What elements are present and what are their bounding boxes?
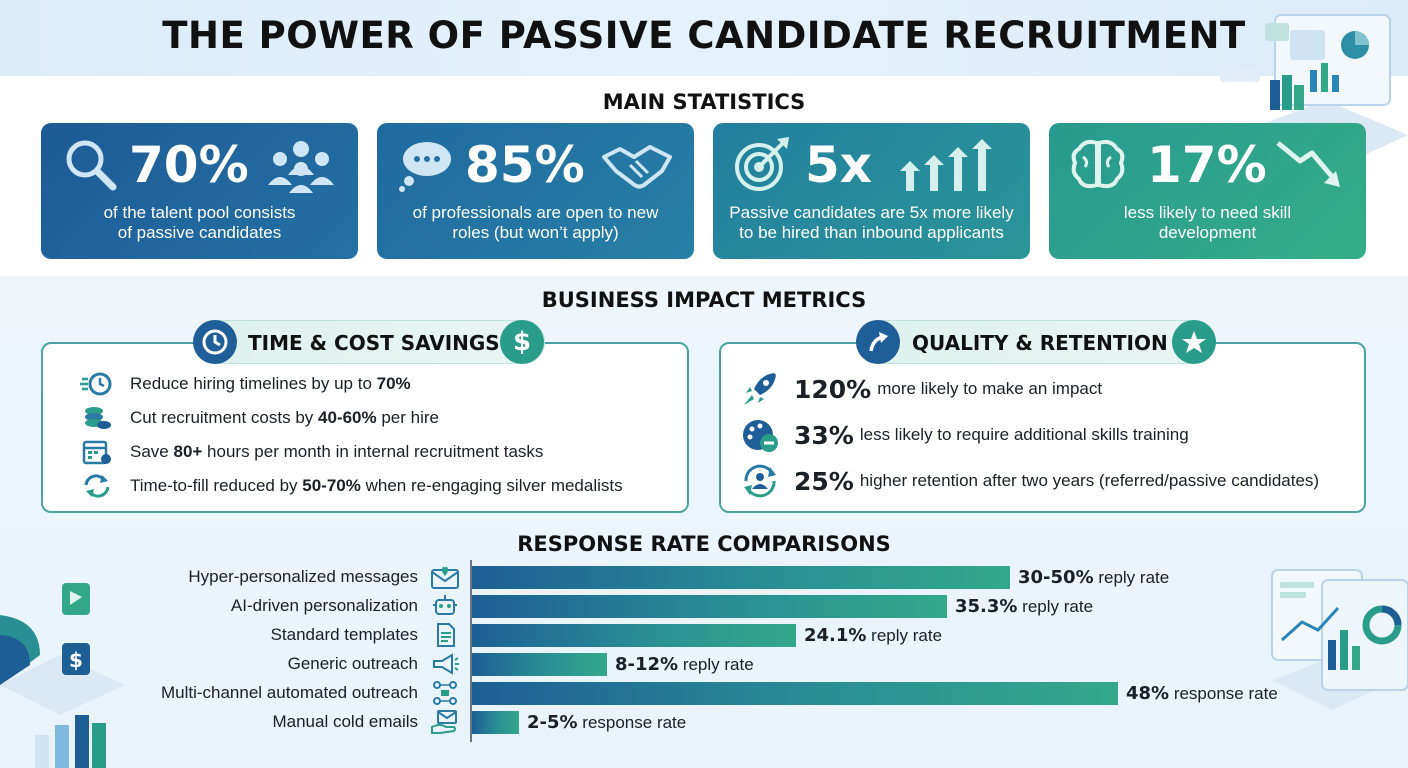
time-cost-item: Cut recruitment costs by 40-60% per hire xyxy=(80,404,439,432)
thought-bubble-icon xyxy=(399,142,451,192)
time-cost-pill xyxy=(195,320,545,364)
time-cost-label: TIME & COST SAVINGS xyxy=(248,331,500,355)
coin-stack-icon xyxy=(85,407,111,429)
rr-label: Manual cold emails xyxy=(272,712,418,731)
stat-card-open-professionals: 85% of professionals are open to new rol… xyxy=(377,123,694,259)
rr-bar xyxy=(472,566,1010,589)
rr-bar xyxy=(472,711,519,734)
stat-description: of the talent pool consists of passive c… xyxy=(103,203,296,242)
rr-value: 48% response rate xyxy=(1126,683,1278,704)
star-icon xyxy=(1172,320,1216,364)
rr-value: 35.3% reply rate xyxy=(955,596,1094,617)
quality-value: 25% xyxy=(794,466,854,496)
rr-label: Generic outreach xyxy=(287,654,418,673)
svg-text:$: $ xyxy=(69,648,83,672)
calendar-icon xyxy=(82,440,111,465)
quality-item: 25% higher retention after two years (re… xyxy=(740,461,1319,501)
people-group-icon xyxy=(268,141,334,193)
stat-card-talent-pool: 70% of the talent pool consists of passi… xyxy=(41,123,358,259)
main-statistics-heading: MAIN STATISTICS xyxy=(602,90,806,114)
quality-text: more likely to make an impact xyxy=(877,379,1103,398)
rising-arrows-icon xyxy=(900,139,992,191)
rr-value: 2-5% response rate xyxy=(527,712,687,733)
quality-text: less likely to require additional skills… xyxy=(859,425,1189,444)
hand-envelope-icon xyxy=(431,710,457,734)
stat-value: 85% xyxy=(465,136,585,194)
quality-value: 120% xyxy=(794,374,872,404)
time-cost-item: Time-to-fill reduced by 50-70% when re-e… xyxy=(80,472,623,500)
palette-minus-icon xyxy=(743,420,778,452)
fast-clock-icon xyxy=(80,372,112,396)
header-band xyxy=(0,0,1408,76)
rr-label: Hyper-personalized messages xyxy=(188,567,418,586)
stat-value: 17% xyxy=(1147,136,1267,194)
stat-description: Passive candidates are 5x more likely to… xyxy=(729,203,1014,242)
rr-value: 8-12% reply rate xyxy=(615,654,754,675)
time-cost-panel xyxy=(41,342,689,513)
brain-icon xyxy=(1071,139,1125,189)
magnifier-icon xyxy=(66,140,117,191)
rr-bar xyxy=(472,653,607,676)
quality-retention-panel xyxy=(719,342,1366,513)
quality-retention-label: QUALITY & RETENTION xyxy=(912,331,1168,355)
dollar-icon: $ xyxy=(500,320,544,364)
document-icon xyxy=(437,623,455,647)
quality-text: higher retention after two years (referr… xyxy=(859,471,1320,490)
target-icon xyxy=(735,137,789,191)
robot-icon xyxy=(433,595,457,615)
stat-value: 70% xyxy=(129,136,249,194)
network-icon xyxy=(433,681,457,705)
rr-value: 24.1% reply rate xyxy=(804,625,943,646)
envelope-heart-icon xyxy=(431,566,459,589)
stat-card-hire-likelihood: 5x Passive candidates are 5x more likely… xyxy=(713,123,1030,259)
time-cost-item: Reduce hiring timelines by up to 70% xyxy=(80,370,411,398)
stat-card-skill-development: 17% less likely to need skill developmen… xyxy=(1049,123,1366,259)
megaphone-icon xyxy=(433,653,459,675)
clock-icon xyxy=(193,320,237,364)
stat-value: 5x xyxy=(805,136,873,194)
rr-bar xyxy=(472,682,1118,705)
response-rate-heading: RESPONSE RATE COMPARISONS xyxy=(517,532,891,556)
stat-description: less likely to need skill development xyxy=(1123,203,1292,242)
rr-bar xyxy=(472,595,947,618)
time-cost-item: Save 80+ hours per month in internal rec… xyxy=(80,438,543,466)
rocket-icon xyxy=(744,373,776,405)
quality-item: 120% more likely to make an impact xyxy=(740,369,1102,409)
rr-label: Multi-channel automated outreach xyxy=(160,683,418,702)
quality-item: 33% less likely to require additional sk… xyxy=(740,415,1189,455)
up-arrow-icon xyxy=(856,320,900,364)
monitor-chart-illustration-icon xyxy=(1271,569,1408,710)
rr-label: AI-driven personalization xyxy=(230,596,418,615)
rr-bar xyxy=(472,624,796,647)
handshake-icon xyxy=(602,145,672,189)
stat-description: of professionals are open to new roles (… xyxy=(412,203,659,242)
business-impact-heading: BUSINESS IMPACT METRICS xyxy=(541,288,867,312)
bar-axis xyxy=(470,560,472,742)
analytics-illustration-icon: $ xyxy=(0,583,125,768)
down-trend-icon xyxy=(1276,141,1340,187)
rr-label: Standard templates xyxy=(270,625,418,644)
rr-value: 30-50% reply rate xyxy=(1018,567,1170,588)
quality-value: 33% xyxy=(794,420,854,450)
user-cycle-icon xyxy=(744,464,776,498)
quality-retention-pill xyxy=(860,320,1210,364)
refresh-icon xyxy=(84,474,110,498)
page-title: THE POWER OF PASSIVE CANDIDATE RECRUITME… xyxy=(162,14,1246,57)
